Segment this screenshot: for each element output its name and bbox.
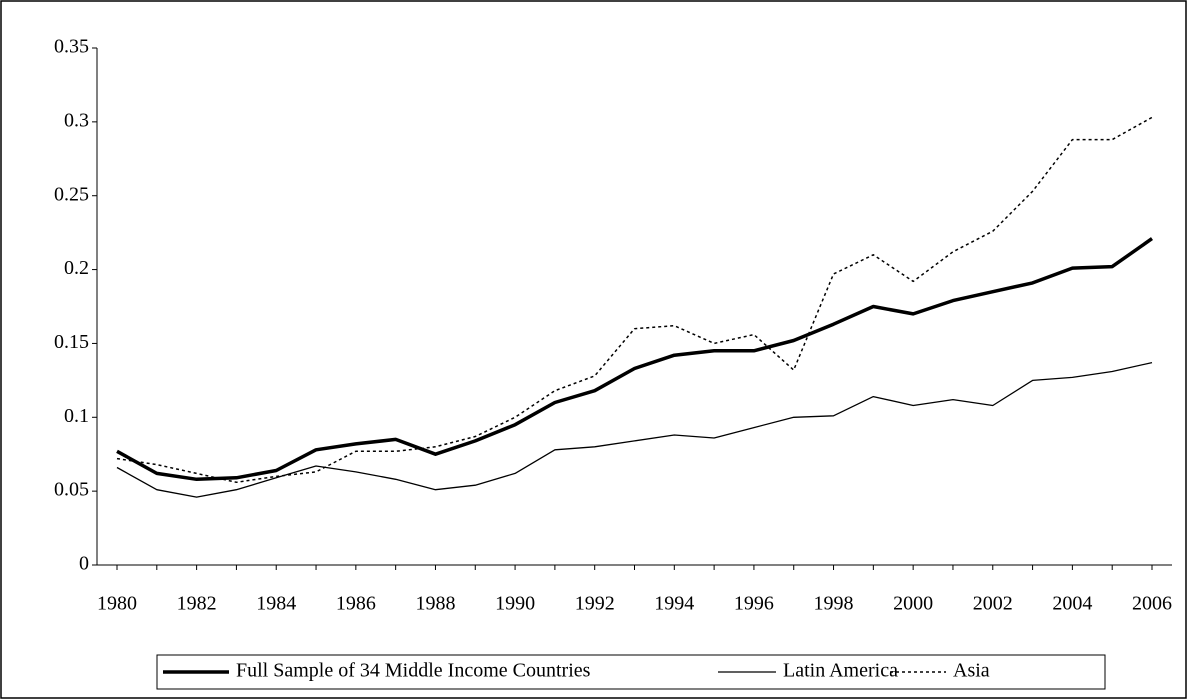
y-tick-label: 0.15 — [54, 331, 89, 353]
y-tick-label: 0 — [79, 553, 89, 575]
x-tick-label: 1992 — [575, 593, 615, 615]
x-tick-label: 1980 — [97, 593, 137, 615]
x-tick-label: 1998 — [814, 593, 854, 615]
series-line — [116, 116, 1153, 484]
legend-label: Latin America — [783, 660, 898, 682]
legend-label: Full Sample of 34 Middle Income Countrie… — [236, 660, 591, 682]
x-tick-label: 1994 — [654, 593, 694, 615]
x-tick-label: 1986 — [336, 593, 376, 615]
y-tick-label: 0.35 — [54, 36, 89, 58]
x-tick-label: 2006 — [1132, 593, 1172, 615]
x-tick-label: 1982 — [177, 593, 217, 615]
x-tick-label: 1984 — [256, 593, 296, 615]
y-tick-label: 0.1 — [64, 405, 89, 427]
y-tick-label: 0.25 — [54, 183, 89, 205]
y-tick-label: 0.2 — [64, 257, 89, 279]
series-line — [116, 237, 1154, 482]
x-tick-label: 1996 — [734, 593, 774, 615]
x-tick-label: 2004 — [1052, 593, 1092, 615]
legend-box — [156, 654, 1106, 690]
legend-label: Asia — [953, 660, 990, 682]
series-line — [116, 361, 1153, 498]
y-tick-label: 0.05 — [54, 479, 89, 501]
x-tick-label: 1990 — [495, 593, 535, 615]
x-tick-label: 1988 — [415, 593, 455, 615]
y-tick-label: 0.3 — [64, 109, 89, 131]
x-tick-label: 2000 — [893, 593, 933, 615]
x-tick-label: 2002 — [973, 593, 1013, 615]
